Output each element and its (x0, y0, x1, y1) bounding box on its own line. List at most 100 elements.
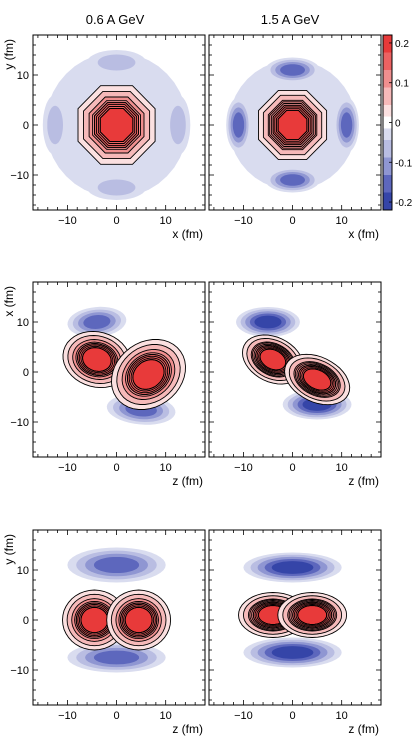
negative-lobe-3 (334, 97, 359, 153)
panel-1-0: −10 0 10 10 0 −10 z (fm) x (fm) (2, 281, 206, 488)
contour-line-0 (124, 606, 153, 634)
colorbar-segment-0 (383, 35, 392, 53)
y-tick-label: −10 (10, 665, 29, 677)
contour-level-3 (280, 174, 305, 186)
contour-line-5 (294, 362, 340, 397)
contour-line-3 (77, 343, 117, 376)
column-title-0: 0.6 A GeV (86, 12, 145, 27)
y-tick-label: 10 (17, 565, 29, 577)
contour-line-3 (298, 364, 337, 395)
positive-lobe-2 (62, 589, 127, 651)
contour-line-0 (99, 108, 134, 142)
x-axis-label: z (fm) (172, 722, 203, 736)
contour-line-4 (270, 103, 315, 147)
contour-line-0 (277, 109, 308, 141)
panel-2-1: −10 0 10z (fm) (208, 529, 382, 736)
negative-lobe-2 (265, 167, 320, 193)
colorbar-tick-label: 0.1 (395, 79, 409, 90)
contour-line-3 (94, 102, 139, 148)
negative-lobe-3 (165, 95, 191, 155)
positive-lobe-2 (62, 330, 132, 389)
x-axis-label: z (fm) (172, 474, 203, 488)
positive-lobe-3 (284, 353, 351, 406)
x-tick-label: 0 (289, 215, 295, 227)
contour-line-4 (74, 600, 115, 640)
panel-2-0: −10 0 10 10 0 −10 z (fm) y (fm) (2, 529, 206, 736)
contour-line-1 (301, 367, 333, 392)
contour-line-2 (78, 344, 115, 375)
negative-lobe-1 (265, 57, 320, 83)
colorbar-segment-9 (383, 192, 392, 210)
contour-level-3 (280, 64, 305, 76)
colorbar-tick-label: 0 (395, 119, 401, 130)
negative-lobe-1 (243, 637, 342, 668)
contour-level-3 (232, 112, 245, 138)
y-axis-label: y (fm) (2, 39, 16, 70)
contour-line-1 (295, 603, 329, 627)
contour-line-1 (276, 108, 309, 142)
contour-level-4 (254, 315, 282, 329)
contour-level-3 (83, 315, 111, 329)
x-tick-label: −10 (58, 710, 77, 722)
contour-level-1 (97, 54, 136, 71)
contour-line-4 (253, 343, 293, 376)
y-tick-label: 0 (23, 120, 29, 132)
y-tick-label: −10 (10, 170, 29, 182)
contour-line-3 (292, 601, 333, 629)
x-tick-label: −10 (58, 462, 77, 474)
x-tick-label: −10 (234, 462, 253, 474)
positive-lobe-3 (277, 592, 348, 638)
x-axis-label: x (fm) (172, 227, 203, 241)
contour-line-3 (126, 354, 171, 395)
negative-lobe-4 (42, 95, 68, 155)
x-axis-label: x (fm) (348, 227, 379, 241)
contour-line-2 (128, 355, 169, 394)
y-axis-label: y (fm) (2, 534, 16, 565)
panel-frame (32, 34, 206, 211)
contour-level-3 (93, 650, 140, 665)
x-tick-label: −10 (234, 215, 253, 227)
contour-level-3 (340, 112, 353, 138)
contour-line-2 (274, 106, 311, 144)
x-tick-label: 0 (113, 710, 119, 722)
contour-level-4 (271, 646, 314, 659)
x-tick-label: −10 (234, 710, 253, 722)
colorbar-segment-4 (383, 105, 392, 123)
y-axis-label: x (fm) (2, 286, 16, 317)
panel-frame (32, 281, 206, 458)
panel-frame (208, 281, 382, 458)
panel-0-1: −10 0 10x (fm) (208, 34, 382, 241)
contour-line-0 (132, 359, 165, 390)
colorbar-segment-1 (383, 52, 392, 70)
negative-lobe-0 (243, 552, 342, 583)
x-tick-label: 10 (160, 462, 172, 474)
contour-line-4 (92, 100, 141, 150)
colorbar-tick-label: -0.2 (395, 198, 413, 209)
contour-line-4 (125, 352, 172, 397)
x-axis-label: z (fm) (348, 722, 379, 736)
x-tick-label: −10 (58, 215, 77, 227)
colorbar-segment-7 (383, 157, 392, 175)
contour-line-1 (130, 357, 167, 392)
contour-line-1 (80, 345, 114, 374)
contour-line-2 (256, 346, 290, 373)
contour-line-2 (96, 104, 138, 146)
contour-line-1 (97, 106, 136, 144)
x-tick-label: 0 (113, 462, 119, 474)
contour-line-2 (293, 602, 331, 628)
x-tick-label: 10 (336, 710, 348, 722)
contour-line-0 (259, 348, 287, 371)
contour-line-3 (119, 602, 158, 638)
contour-level-1 (170, 105, 186, 145)
y-tick-label: 10 (17, 317, 29, 329)
y-tick-label: 10 (17, 70, 29, 82)
colorbar-segment-3 (383, 87, 392, 105)
colorbar-zero-band (383, 116, 392, 129)
contour-line-5 (252, 342, 294, 377)
x-tick-label: 0 (113, 215, 119, 227)
panel-0-0: −10 0 10 10 0 −10 x (fm) y (fm) (2, 34, 206, 241)
colorbar-segment-8 (383, 175, 392, 193)
contour-line-0 (297, 605, 328, 625)
contour-line-4 (75, 341, 119, 378)
